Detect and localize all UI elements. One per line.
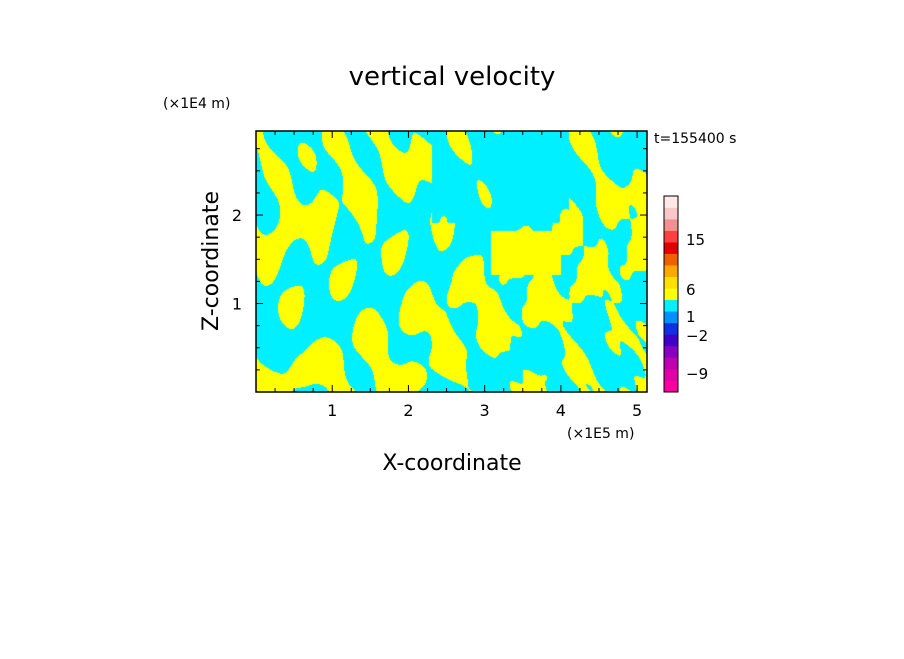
colorbar-swatch bbox=[664, 357, 678, 370]
x-tick-label: 2 bbox=[403, 401, 413, 420]
y-unit-label: (×1E4 m) bbox=[163, 96, 230, 112]
axes-layer: 1 2 3 4 5 1 2 bbox=[232, 130, 648, 420]
colorbar-swatch bbox=[664, 219, 678, 231]
colorbar-swatch bbox=[664, 276, 678, 289]
x-axis-label: X-coordinate bbox=[382, 451, 521, 476]
colorbar-swatch bbox=[664, 230, 678, 243]
plot-frame bbox=[255, 130, 648, 393]
colorbar-swatch bbox=[664, 380, 678, 393]
y-axis-label: Z-coordinate bbox=[199, 191, 224, 331]
colorbar-swatch bbox=[664, 299, 678, 312]
y-tick-label: 1 bbox=[232, 295, 242, 314]
x-tick-label: 3 bbox=[480, 401, 490, 420]
colorbar-frame bbox=[663, 195, 679, 393]
velocity-field bbox=[256, 131, 647, 392]
colorbar-swatch bbox=[664, 207, 678, 220]
colorbar-swatch bbox=[664, 311, 678, 324]
x-tick-label: 4 bbox=[556, 401, 566, 420]
colorbar-label: 6 bbox=[686, 281, 696, 299]
colorbar-layer: −9 −21 6 15 bbox=[663, 195, 708, 393]
colorbar-swatch bbox=[664, 334, 678, 347]
colorbar-swatch bbox=[664, 253, 678, 266]
colorbar-swatch bbox=[664, 322, 678, 335]
colorbar-swatch bbox=[664, 288, 678, 301]
colorbar-swatch bbox=[664, 242, 678, 254]
time-label: t=155400 s bbox=[654, 131, 736, 147]
colorbar-label: 1 bbox=[686, 308, 696, 326]
x-tick-label: 5 bbox=[632, 401, 642, 420]
heatmap-layer bbox=[256, 131, 647, 392]
x-tick-label: 1 bbox=[327, 401, 337, 420]
colorbar-swatch bbox=[664, 368, 678, 381]
y-tick-label: 2 bbox=[232, 206, 242, 225]
chart-title: vertical velocity bbox=[349, 62, 556, 92]
colorbar-swatch bbox=[664, 196, 678, 208]
x-unit-label: (×1E5 m) bbox=[567, 426, 634, 442]
colorbar-label: −2 bbox=[686, 327, 708, 345]
colorbar-label: 15 bbox=[686, 231, 705, 249]
colorbar-label: −9 bbox=[686, 365, 708, 383]
colorbar-swatch bbox=[664, 345, 678, 358]
colorbar-swatch bbox=[664, 265, 678, 278]
